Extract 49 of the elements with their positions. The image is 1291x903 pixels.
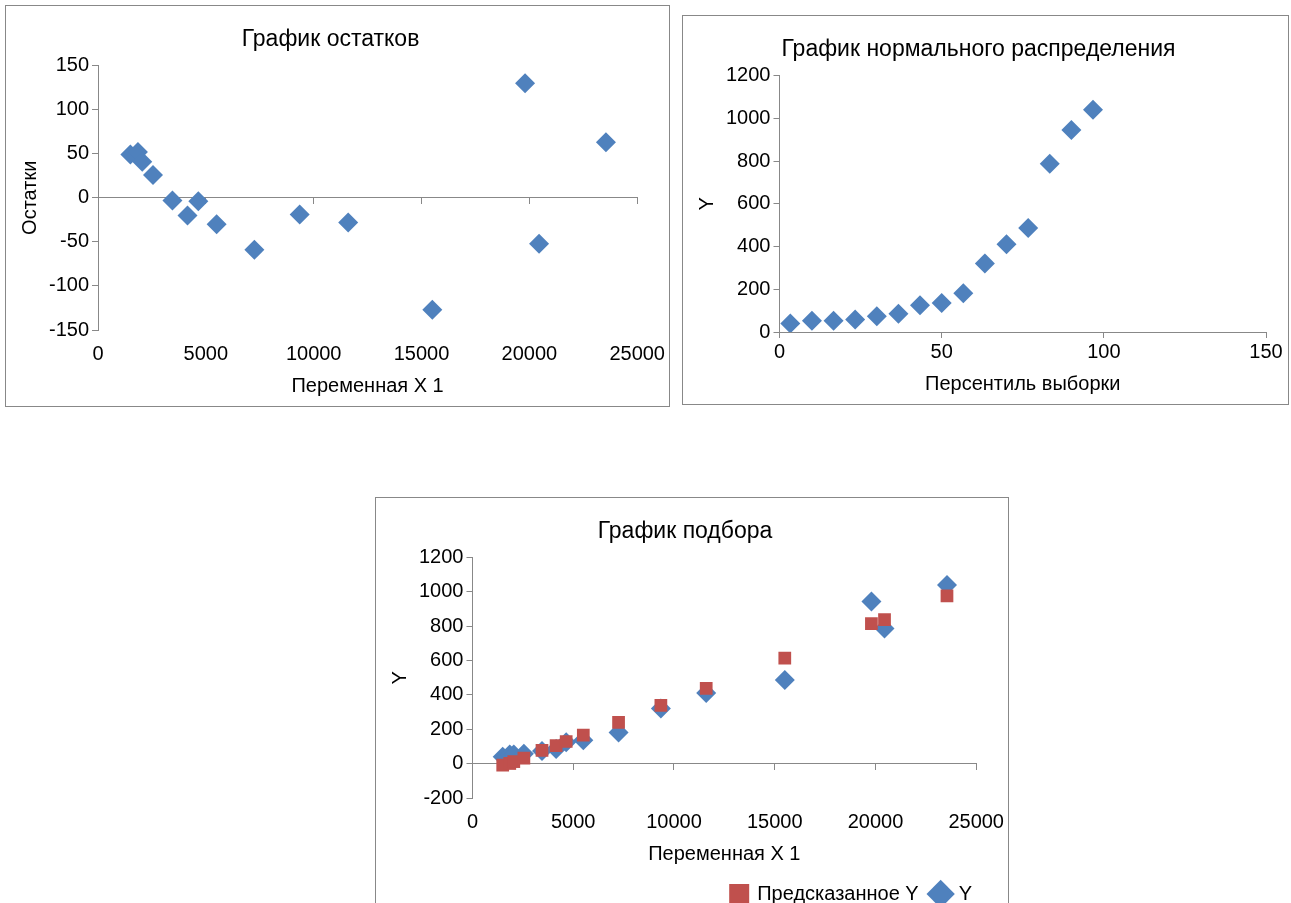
x-tick-label: 100 [1087,339,1121,362]
y-tick-label: -100 [49,273,90,296]
y-tick-label: 400 [737,234,771,257]
y-tick-label: 600 [737,191,771,214]
x-axis-title: Персентиль выборки [925,371,1121,394]
y-axis-title: Остатки [17,160,40,235]
chart-title: График подбора [597,517,773,544]
y-tick-label: 200 [737,276,771,299]
x-axis-title: Переменная X 1 [291,373,444,396]
y-tick-label: 0 [452,751,464,774]
x-tick-label: 15000 [746,809,803,832]
x-tick-label: 0 [773,339,786,362]
y-tick-label: 800 [737,148,771,171]
x-tick-label: 20000 [847,809,904,832]
y-axis-title: Y [694,197,717,211]
y-tick-label: 1200 [725,63,771,86]
legend-label: Y [958,881,972,903]
x-tick-label: 10000 [285,341,342,364]
y-tick-label: 100 [55,97,90,120]
legend-label: Предсказанное Y [757,881,919,903]
y-tick-label: 150 [55,53,90,76]
x-tick-label: 50 [930,339,953,362]
x-axis-title: Переменная X 1 [648,841,801,864]
y-axis-title: Y [387,671,410,685]
y-tick-label: 600 [430,648,464,671]
x-tick-label: 25000 [948,809,1004,832]
x-tick-label: 20000 [501,341,558,364]
x-tick-label: 0 [466,809,479,832]
y-tick-label: -50 [60,229,90,252]
y-tick-label: 200 [430,716,464,739]
y-tick-label: 1000 [418,579,464,602]
y-tick-label: 0 [77,185,90,208]
y-tick-label: 1200 [418,545,464,568]
x-tick-label: 25000 [609,341,665,364]
y-tick-label: 50 [66,141,90,164]
y-tick-label: 0 [759,319,771,342]
y-tick-label: 1000 [725,105,771,128]
x-tick-label: 150 [1249,339,1283,362]
y-tick-label: -150 [49,317,90,340]
x-tick-label: 5000 [550,809,596,832]
x-tick-label: 10000 [646,809,702,832]
x-tick-label: 15000 [393,341,450,364]
y-tick-label: -200 [423,785,464,808]
y-tick-label: 400 [430,682,464,705]
x-tick-label: 0 [92,341,104,364]
y-tick-label: 800 [430,613,464,636]
x-tick-label: 5000 [183,341,229,364]
chart-title: График остатков [241,25,420,52]
chart-title: График нормального распределения [781,35,1176,62]
